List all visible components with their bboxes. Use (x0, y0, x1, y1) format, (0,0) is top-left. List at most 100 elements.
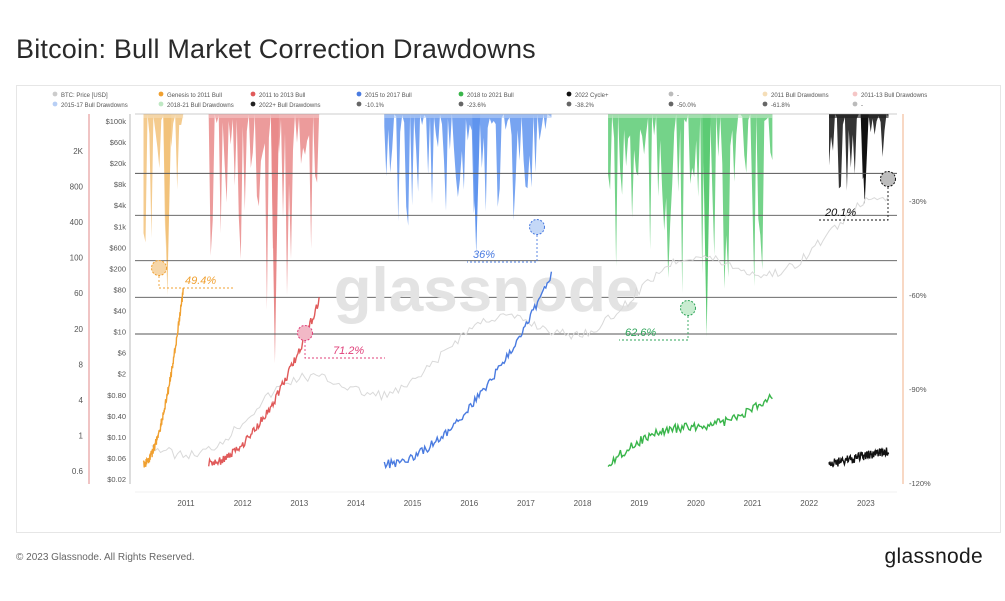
x-tick: 2014 (347, 499, 365, 508)
drawdown-marker (529, 219, 545, 235)
legend-swatch (566, 91, 572, 97)
max-drawdown-spike (163, 114, 172, 296)
drawdown-label: 49.4% (185, 275, 216, 287)
y-left-outer-tick: 20 (74, 325, 83, 334)
legend-label: 2022+ Bull Drawdowns (259, 103, 321, 109)
legend-swatch (668, 101, 674, 107)
drawdown-annotations: 49.4% 71.2% 36% 62.6% 20.1% (151, 171, 896, 359)
legend-label: 2011 Bull Drawdowns (771, 93, 829, 99)
drawdown-area (384, 114, 552, 226)
y-left-outer-tick: 400 (70, 218, 84, 227)
legend-swatch (250, 91, 256, 97)
legend-swatch (762, 101, 768, 107)
drawdown-fills (143, 114, 889, 364)
y-left-inner-tick: $10 (113, 328, 126, 337)
watermark: glassnode (334, 256, 641, 325)
copyright-text: © 2023 Glassnode. All Rights Reserved. (16, 552, 195, 563)
drawdown-chart: BTC: Price [USD] Genesis to 2011 Bull 2011… (52, 91, 931, 508)
drawdown-area (208, 114, 320, 311)
drawdown-label: 71.2% (333, 345, 364, 357)
x-tick: 2013 (290, 499, 308, 508)
legend-label: -38.2% (575, 103, 595, 109)
x-tick: 2012 (234, 499, 252, 508)
drawdown-label: 36% (473, 249, 495, 261)
y-left-inner-tick: $0.06 (107, 454, 126, 463)
max-drawdown-spike (860, 114, 869, 205)
legend-swatch (52, 101, 58, 107)
drawdown-marker (680, 300, 696, 316)
drawdown-band (208, 114, 320, 118)
legend-swatch (852, 101, 858, 107)
y-left-inner-tick: $100k (106, 117, 127, 126)
x-tick: 2017 (517, 499, 535, 508)
y-left-inner-tick: $40 (113, 307, 126, 316)
x-tick: 2022 (800, 499, 818, 508)
y-left-inner-tick: $0.80 (107, 391, 126, 400)
y-left-inner-tick: $6 (118, 349, 126, 358)
y-left-inner-tick: $600 (109, 243, 126, 252)
legend-label: 2011 to 2013 Bull (259, 93, 305, 99)
bull-series-line (607, 392, 773, 468)
x-tick: 2021 (744, 499, 762, 508)
y-left-inner-tick: $0.40 (107, 412, 126, 421)
drawdown-marker (151, 260, 167, 276)
legend-label: 2022 Cycle+ (575, 93, 609, 99)
legend-label: 2015 to 2017 Bull (365, 93, 412, 99)
y-left-inner-tick: $200 (109, 264, 126, 273)
legend-label: 2018-21 Bull Drawdowns (167, 103, 234, 109)
bull-series-line (828, 447, 890, 468)
y-left-outer-tick: 100 (70, 254, 84, 263)
y-right-tick: -90% (909, 385, 927, 394)
x-tick: 2016 (460, 499, 478, 508)
legend-swatch (52, 91, 58, 97)
y-right-tick: -120% (909, 479, 931, 488)
brand-logo: glassnode (884, 545, 983, 568)
max-drawdown-spike (472, 114, 481, 254)
legend-label: 2011-13 Bull Drawdowns (861, 93, 927, 99)
legend-swatch (852, 91, 858, 97)
y-left-outer-tick: 4 (79, 396, 84, 405)
max-drawdown-spike (270, 114, 279, 364)
legend-label: 2015-17 Bull Drawdowns (61, 103, 128, 109)
y-left-inner-tick: $0.10 (107, 433, 126, 442)
annotation-leader (467, 235, 538, 263)
x-tick: 2018 (574, 499, 592, 508)
drawdown-band (384, 114, 552, 118)
y-left-inner-tick: $20k (110, 159, 127, 168)
y-left-inner-tick: $60k (110, 138, 127, 147)
x-tick: 2011 (177, 499, 195, 508)
drawdown-gridlines (135, 113, 897, 335)
y-right-tick: -30% (909, 197, 927, 206)
chart-legend: BTC: Price [USD] Genesis to 2011 Bull 2011… (52, 91, 927, 109)
y-left-outer-tick: 60 (74, 289, 83, 298)
drawdown-area (829, 114, 889, 191)
legend-label: -10.1% (365, 103, 385, 109)
bull-series-lines (142, 271, 890, 470)
bull-series-line (142, 287, 184, 468)
drawdown-band (829, 114, 889, 118)
bull-series-line (383, 271, 553, 470)
legend-swatch (158, 101, 164, 107)
drawdown-band (608, 114, 773, 118)
y-right-tick: -60% (909, 291, 927, 300)
legend-swatch (158, 91, 164, 97)
y-left-outer-tick: 1 (79, 431, 84, 440)
legend-label: -23.6% (467, 103, 487, 109)
chart-axes: 2K 800 400 100 60 20 8 4 1 0.6 $100k $60k $20k $8k $4k… (70, 114, 931, 508)
max-drawdown-spike (702, 114, 711, 337)
annotation-leader (619, 316, 689, 341)
y-left-outer-tick: 0.6 (72, 467, 84, 476)
x-tick: 2023 (857, 499, 875, 508)
legend-swatch (458, 91, 464, 97)
annotation-leader (819, 187, 889, 221)
legend-swatch (566, 101, 572, 107)
legend-label: -61.8% (771, 103, 791, 109)
legend-label: - (861, 103, 863, 109)
x-tick: 2020 (687, 499, 705, 508)
legend-swatch (762, 91, 768, 97)
drawdown-area (143, 114, 184, 248)
y-left-inner-tick: $4k (114, 201, 126, 210)
x-tick: 2015 (404, 499, 422, 508)
chart-frame: BTC: Price [USD] Genesis to 2011 Bull 2011… (16, 85, 1001, 533)
legend-swatch (668, 91, 674, 97)
